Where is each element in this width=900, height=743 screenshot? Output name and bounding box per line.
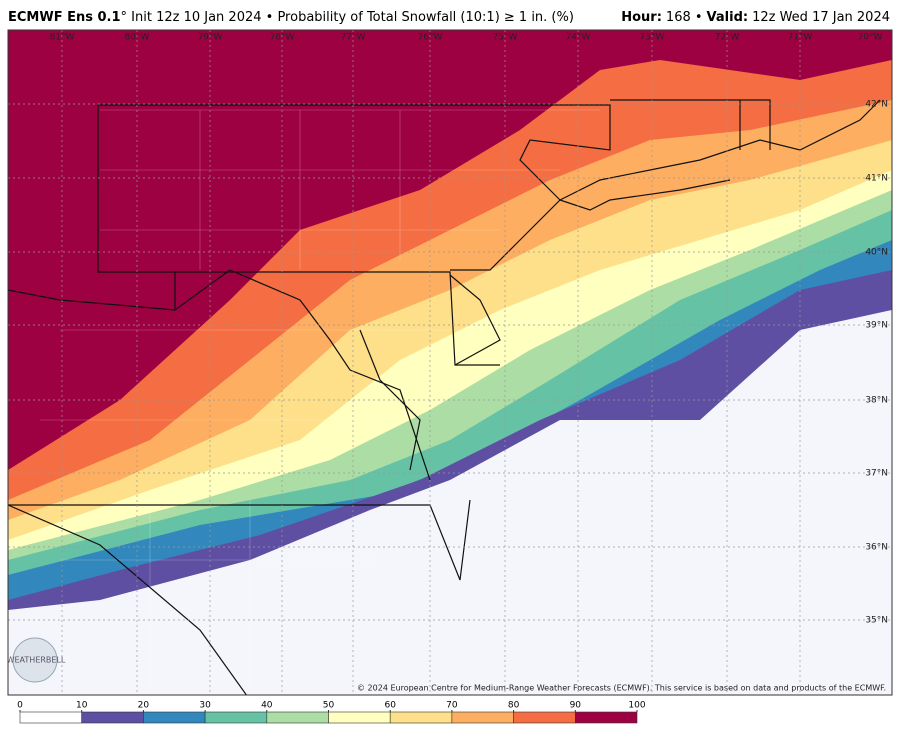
- valid: 12z Wed 17 Jan 2024: [752, 10, 890, 25]
- longitude-label: 74°W: [566, 33, 591, 43]
- longitude-label: 79°W: [198, 33, 223, 43]
- colorbar-swatch: [451, 711, 514, 724]
- header-right: Hour: 168 • Valid: 12z Wed 17 Jan 2024: [621, 10, 890, 25]
- colorbar-swatch: [389, 711, 453, 724]
- longitude-label: 80°W: [125, 33, 150, 43]
- latitude-label: 39°N: [865, 321, 888, 331]
- latitude-label: 35°N: [865, 616, 888, 626]
- longitude-label: 78°W: [270, 33, 295, 43]
- colorbar-tick-label: 0: [17, 701, 23, 711]
- colorbar-swatch: [266, 711, 329, 724]
- watermark-text: WEATHERBELL: [7, 656, 66, 665]
- longitude-labels: 81°W 80°W 79°W 78°W 77°W 76°W 75°W 74°W 73°W 72°W…: [50, 33, 883, 43]
- latitude-label: 36°N: [865, 543, 888, 553]
- colorbar-tick-label: 40: [261, 701, 273, 711]
- graticule: [8, 30, 892, 695]
- map-border: [7, 29, 893, 696]
- valid-label: Valid:: [707, 10, 749, 25]
- county-lines: [40, 109, 600, 690]
- colorbar-tick-label: 20: [138, 701, 150, 711]
- colorbar-tick-label: 50: [323, 701, 335, 711]
- longitude-label: 77°W: [341, 33, 366, 43]
- colorbar-swatch: [574, 711, 638, 724]
- band: [8, 310, 892, 695]
- latitude-labels: 42°N 41°N 40°N 39°N 38°N 37°N 36°N 35°N: [865, 100, 888, 626]
- latitude-label: 38°N: [865, 396, 888, 406]
- longitude-label: 75°W: [493, 33, 518, 43]
- colorbar-tick-label: 60: [384, 701, 396, 711]
- longitude-label: 73°W: [640, 33, 665, 43]
- colorbar-tick-label: 90: [570, 701, 582, 711]
- colorbar-tick-label: 70: [446, 701, 458, 711]
- longitude-label: 81°W: [50, 33, 75, 43]
- state-borders: [8, 99, 881, 695]
- longitude-label: 71°W: [788, 33, 813, 43]
- watermark-logo: [12, 637, 58, 683]
- description: ° Init 12z 10 Jan 2024 • Probability of …: [121, 10, 574, 25]
- header-left: ECMWF Ens 0.1° Init 12z 10 Jan 2024 • Pr…: [8, 10, 574, 25]
- latitude-label: 41°N: [865, 174, 888, 184]
- latitude-label: 37°N: [865, 469, 888, 479]
- longitude-label: 72°W: [715, 33, 740, 43]
- colorbar-tick-label: 80: [508, 701, 520, 711]
- colorbar-swatch: [328, 711, 391, 724]
- colorbar-tick-label: 30: [199, 701, 211, 711]
- longitude-label: 76°W: [418, 33, 443, 43]
- colorbar-swatch: [143, 711, 206, 724]
- colorbar: 0 10 20 30 40 50 60 70 80 90 100: [17, 701, 646, 724]
- colorbar-swatch: [513, 711, 576, 724]
- colorbar-tick-label: 10: [76, 701, 88, 711]
- hour-label: Hour:: [621, 10, 662, 25]
- model: ECMWF Ens 0.1: [8, 10, 121, 25]
- latitude-label: 40°N: [865, 248, 888, 258]
- latitude-label: 42°N: [865, 100, 888, 110]
- longitude-label: 70°W: [858, 33, 883, 43]
- watermark: WEATHERBELL: [7, 637, 66, 683]
- colorbar-tick-label: 100: [628, 701, 645, 711]
- colorbar-swatch: [19, 711, 83, 724]
- map: 81°W 80°W 79°W 78°W 77°W 76°W 75°W 74°W 73°W 72°W…: [7, 30, 892, 695]
- hour: 168 •: [666, 10, 703, 25]
- copyright: © 2024 European Centre for Medium-Range …: [357, 684, 886, 693]
- colorbar-swatch: [81, 711, 144, 724]
- colorbar-swatch: [204, 711, 268, 724]
